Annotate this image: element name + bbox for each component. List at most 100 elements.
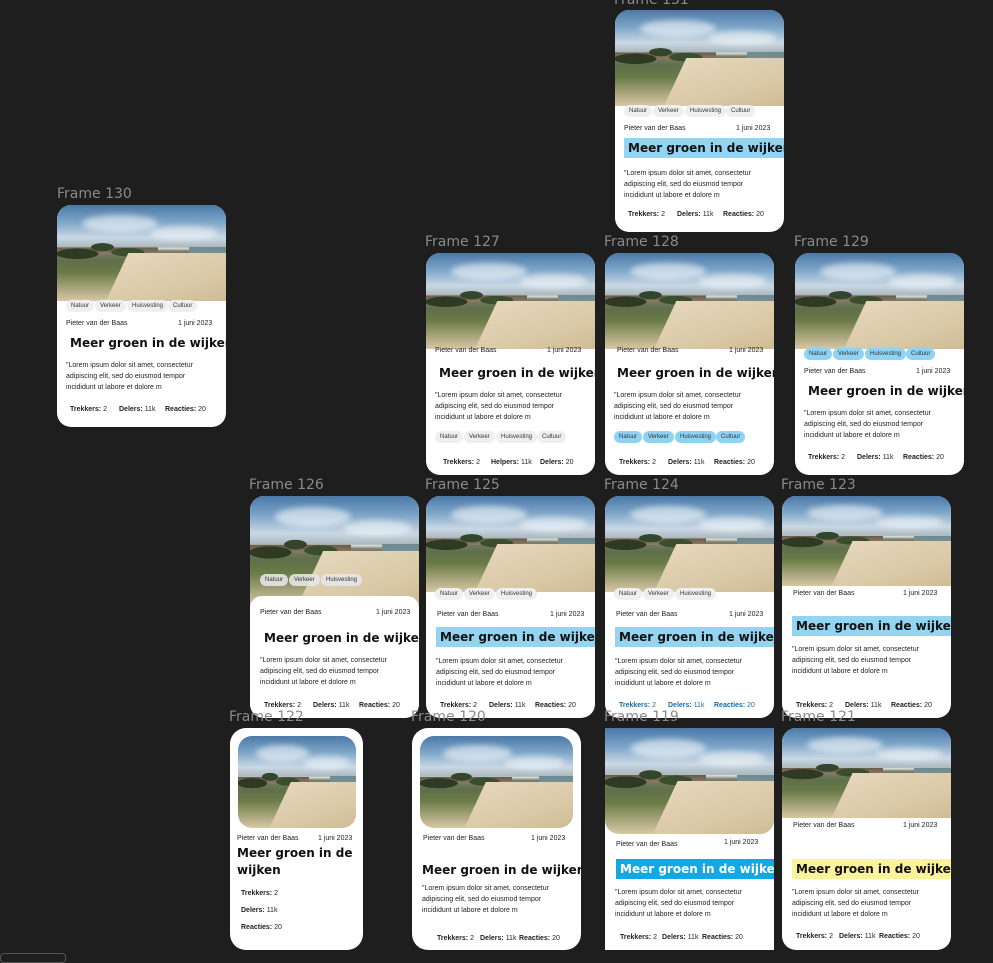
stat-trekkers: Trekkers: 2 [443,459,480,466]
card-frame-122[interactable]: Pieter van der Baas 1 juni 2023 Meer gro… [230,728,363,950]
card-author: Pieter van der Baas [616,611,678,618]
card-title[interactable]: Meer groen in de wijken [439,366,595,380]
frame-label-119: Frame 119 [604,709,679,725]
tag-huisvesting[interactable]: Huisvesting [865,348,907,360]
stat-reacties: Reacties: 20 [903,454,944,461]
card-author: Pieter van der Baas [616,841,678,848]
stat-helpers: Helpers: 11k [491,459,532,466]
card-author: Pieter van der Baas [793,822,855,829]
card-title[interactable]: Meer groen in de wijken [616,859,774,879]
tag-natuur[interactable]: Natuur [260,574,289,586]
stat-reacties: Reacties: 20 [702,934,743,941]
frame-label-124: Frame 124 [604,477,679,493]
stat-delers: Delers: 11k [857,454,894,461]
card-frame-128[interactable]: Pieter van der Baas 1 juni 2023 Meer gro… [605,253,774,475]
tag-verkeer[interactable]: Verkeer [95,300,126,312]
stat-delers: Delers: 11k [839,933,876,940]
tag-natuur[interactable]: Natuur [435,588,464,600]
stat-trekkers: Trekkers: 2 [70,406,107,413]
card-title[interactable]: Meer groen in de wijken [615,627,774,647]
frame-label-128: Frame 128 [604,234,679,250]
card-title[interactable]: Meer groen in de wijken [264,631,419,645]
tag-cultuur[interactable]: Cultuur [537,431,567,443]
card-body: "Lorem ipsum dolor sit amet, consectetur… [624,170,751,199]
card-frame-121[interactable]: Pieter van der Baas 1 juni 2023 Meer gro… [782,728,951,950]
tag-cultuur[interactable]: Cultuur [906,348,936,360]
stat-reacties: Reacties: 20 [879,933,920,940]
card-title[interactable]: Meer groen in de wijken [237,846,353,877]
tag-huisvesting[interactable]: Huisvesting [496,588,538,600]
card-date: 1 juni 2023 [729,347,764,354]
frame-label-123: Frame 123 [781,477,856,493]
card-frame-119[interactable]: Pieter van der Baas 1 juni 2023 Meer gro… [605,728,774,950]
card-title[interactable]: Meer groen in de wijken [422,863,581,877]
card-frame-131[interactable]: Natuur Verkeer Huisvesting Cultuur Piete… [615,10,784,232]
tag-cultuur[interactable]: Cultuur [168,300,198,312]
card-title[interactable]: Meer groen in de wijken [436,627,595,647]
stat-trekkers: Trekkers: 2 [796,933,833,940]
stat-delers: Delers: 20 [540,459,574,466]
tag-verkeer[interactable]: Verkeer [464,588,495,600]
stat-trekkers: Trekkers: 2 [808,454,845,461]
stat-trekkers: Trekkers: 2 [264,702,301,709]
stat-trekkers: Trekkers: 2 [619,702,656,709]
card-author: Pieter van der Baas [237,835,299,842]
stat-delers: Delers: 11k [241,907,278,914]
stat-trekkers: Trekkers: 2 [620,934,657,941]
stat-reacties: Reacties: 20 [359,702,400,709]
card-frame-129[interactable]: Natuur Verkeer Huisvesting Cultuur Piete… [795,253,964,475]
card-title[interactable]: Meer groen in de wijken [792,859,951,879]
card-title[interactable]: Meer groen in de wijken [808,384,964,398]
tag-huisvesting[interactable]: Huisvesting [496,431,538,443]
tag-verkeer[interactable]: Verkeer [643,588,674,600]
card-body: "Lorem ipsum dolor sit amet, consectetur… [614,392,741,421]
tag-natuur[interactable]: Natuur [624,105,653,117]
card-frame-126[interactable]: Natuur Verkeer Huisvesting Pieter van de… [250,496,419,718]
tag-natuur[interactable]: Natuur [66,300,95,312]
tag-verkeer[interactable]: Verkeer [653,105,684,117]
card-frame-125[interactable]: Natuur Verkeer Huisvesting Pieter van de… [426,496,595,718]
card-frame-130[interactable]: Natuur Verkeer Huisvesting Cultuur Piete… [57,205,226,427]
card-author: Pieter van der Baas [804,368,866,375]
tag-verkeer[interactable]: Verkeer [289,574,320,586]
card-photo [426,496,595,592]
card-frame-124[interactable]: Natuur Verkeer Huisvesting Pieter van de… [605,496,774,718]
tag-cultuur[interactable]: Cultuur [726,105,756,117]
horizontal-scrollbar[interactable] [0,953,66,963]
tag-huisvesting[interactable]: Huisvesting [127,300,169,312]
card-title[interactable]: Meer groen in de wijken [792,616,951,636]
card-photo [605,253,774,349]
card-date: 1 juni 2023 [550,611,585,618]
tag-verkeer[interactable]: Verkeer [833,348,864,360]
tag-verkeer[interactable]: Verkeer [643,431,674,443]
card-title[interactable]: Meer groen in de wijken [624,138,784,158]
tag-natuur[interactable]: Natuur [804,348,833,360]
card-body: "Lorem ipsum dolor sit amet, consectetur… [615,658,742,687]
tag-cultuur[interactable]: Cultuur [716,431,746,443]
stat-reacties: Reacties: 20 [241,924,282,931]
frame-label-131: Frame 131 [614,0,689,8]
tag-huisvesting[interactable]: Huisvesting [321,574,363,586]
card-photo [426,253,595,349]
tag-huisvesting[interactable]: Huisvesting [685,105,727,117]
card-frame-120[interactable]: Pieter van der Baas 1 juni 2023 Meer gro… [412,728,581,950]
card-frame-123[interactable]: Pieter van der Baas 1 juni 2023 Meer gro… [782,496,951,718]
tag-huisvesting[interactable]: Huisvesting [675,588,717,600]
tag-natuur[interactable]: Natuur [614,431,643,443]
card-frame-127[interactable]: Pieter van der Baas 1 juni 2023 Meer gro… [426,253,595,475]
card-body: "Lorem ipsum dolor sit amet, consectetur… [792,646,919,675]
card-date: 1 juni 2023 [736,125,771,132]
card-title[interactable]: Meer groen in de wijken [617,366,774,380]
tag-huisvesting[interactable]: Huisvesting [675,431,717,443]
card-date: 1 juni 2023 [916,368,951,375]
card-title[interactable]: Meer groen in de wijken [70,336,226,350]
tag-natuur[interactable]: Natuur [614,588,643,600]
card-photo [605,728,774,834]
tag-verkeer[interactable]: Verkeer [464,431,495,443]
stat-delers: Delers: 11k [845,702,882,709]
stat-delers: Delers: 11k [668,459,705,466]
stat-reacties: Reacties: 20 [519,935,560,942]
tag-natuur[interactable]: Natuur [435,431,464,443]
card-date: 1 juni 2023 [376,609,411,616]
card-author: Pieter van der Baas [260,609,322,616]
